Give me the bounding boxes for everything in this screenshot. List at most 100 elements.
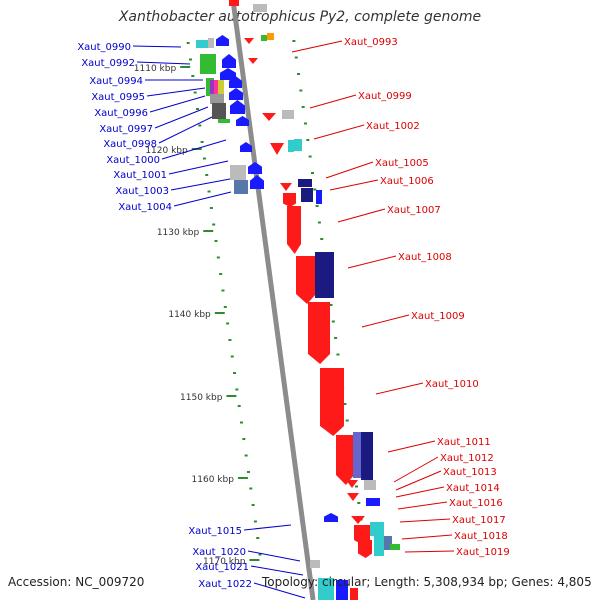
left-dot <box>189 58 193 61</box>
topology-label: Topology: <box>262 575 319 589</box>
length-label: Length: <box>374 575 420 589</box>
gene-feature <box>287 206 301 254</box>
left-dot <box>256 537 260 539</box>
gene-feature <box>318 578 326 600</box>
gene-leader-line <box>170 178 231 191</box>
gene-feature <box>347 493 359 501</box>
kbp-ticks: 1110 kbp 1120 kbp 1130 kbp 1140 kbp 1150 kbp… <box>134 64 260 567</box>
gene-label-Xaut_1012: Xaut_1012 <box>440 453 494 464</box>
gene-leader-line <box>250 565 304 576</box>
gene-feature <box>308 302 330 364</box>
gene-feature <box>294 139 302 151</box>
left-dot <box>209 207 213 209</box>
kbp-tick-label: 1130 kbp <box>157 228 200 238</box>
gene-leader-line <box>309 94 357 109</box>
left-dot <box>230 355 234 358</box>
gene-feature <box>230 165 246 180</box>
gene-feature <box>222 54 236 68</box>
gene-labels: Xaut_0990 Xaut_0992 Xaut_0994 Xaut_0995 Xaut… <box>77 37 510 599</box>
gene-label-Xaut_1000: Xaut_1000 <box>106 155 160 166</box>
left-dot <box>212 223 216 226</box>
right-dot <box>301 106 305 108</box>
gene-feature <box>234 180 248 194</box>
gene-leader-line <box>337 208 386 223</box>
gene-label-Xaut_1005: Xaut_1005 <box>375 158 429 169</box>
gene-label-Xaut_1022: Xaut_1022 <box>198 579 252 590</box>
right-dot <box>297 73 301 75</box>
gene-feature <box>210 94 224 104</box>
gene-feature <box>390 544 400 550</box>
right-dot <box>294 56 298 59</box>
gene-label-Xaut_1013: Xaut_1013 <box>443 467 497 478</box>
gene-leader-line <box>146 87 206 97</box>
right-dot <box>306 139 310 141</box>
gene-label-Xaut_0995: Xaut_0995 <box>91 92 145 103</box>
gene-label-Xaut_1010: Xaut_1010 <box>425 379 479 390</box>
gene-feature <box>351 516 365 524</box>
gene-label-Xaut_0992: Xaut_0992 <box>81 58 135 69</box>
gene-feature <box>282 110 294 119</box>
gene-label-Xaut_1019: Xaut_1019 <box>456 547 510 558</box>
right-dot <box>345 419 349 422</box>
right-dot <box>331 320 335 323</box>
genes-value: 4,805 <box>557 575 592 589</box>
gene-feature <box>336 435 354 485</box>
gene-feature <box>384 536 392 550</box>
left-dot <box>219 273 223 275</box>
kbp-tick-label: 1170 kbp <box>203 557 246 567</box>
gene-label-Xaut_1003: Xaut_1003 <box>115 186 169 197</box>
right-dot <box>343 403 347 405</box>
gene-leader-line <box>154 106 209 129</box>
gene-feature <box>336 580 348 600</box>
gene-leader-line <box>158 116 213 144</box>
gene-feature <box>212 103 226 119</box>
gene-feature <box>283 193 296 207</box>
left-dot <box>200 141 204 143</box>
gene-leader-line <box>329 179 379 191</box>
gene-label-Xaut_1001: Xaut_1001 <box>113 170 167 181</box>
gene-feature <box>230 100 245 114</box>
gene-leader-line <box>399 518 451 523</box>
gene-leader-line <box>401 534 453 540</box>
right-dot <box>357 502 361 504</box>
gene-feature <box>364 480 376 490</box>
gene-label-Xaut_0990: Xaut_0990 <box>77 42 131 53</box>
gene-label-Xaut_1018: Xaut_1018 <box>454 531 508 542</box>
left-dot <box>193 91 197 94</box>
left-dot <box>246 471 250 473</box>
gene-leader-line <box>149 95 206 113</box>
gene-leader-line <box>375 382 424 395</box>
gene-feature <box>366 498 380 506</box>
gene-feature <box>253 4 267 12</box>
right-dot <box>317 221 321 224</box>
gene-feature <box>301 188 313 202</box>
gene-feature <box>361 432 373 480</box>
gene-leader-line <box>347 255 397 269</box>
accession-value: NC_009720 <box>75 575 145 589</box>
gene-leader-line <box>397 501 448 510</box>
gene-feature <box>358 540 372 558</box>
right-dot <box>334 337 338 339</box>
gene-feature <box>200 54 216 74</box>
right-dot <box>329 304 333 306</box>
left-dot <box>207 190 211 193</box>
gene-leader-line <box>247 550 301 562</box>
gene-leader-line <box>395 470 442 491</box>
gene-feature <box>320 368 344 436</box>
left-dot <box>186 42 190 44</box>
genes-label: Genes: <box>511 575 554 589</box>
left-dot <box>214 240 218 242</box>
gene-label-Xaut_1008: Xaut_1008 <box>398 252 452 263</box>
gene-leader-line <box>393 456 439 483</box>
left-dot <box>258 553 262 556</box>
gene-leader-line <box>173 191 232 207</box>
gene-leader-line <box>132 45 182 48</box>
right-dot <box>313 188 317 191</box>
gene-leader-line <box>291 40 343 53</box>
gene-label-Xaut_0993: Xaut_0993 <box>344 37 398 48</box>
kbp-tick-label: 1140 kbp <box>168 310 211 320</box>
gene-feature <box>353 432 363 478</box>
gene-feature <box>370 522 384 536</box>
kbp-tick-label: 1150 kbp <box>180 393 223 403</box>
